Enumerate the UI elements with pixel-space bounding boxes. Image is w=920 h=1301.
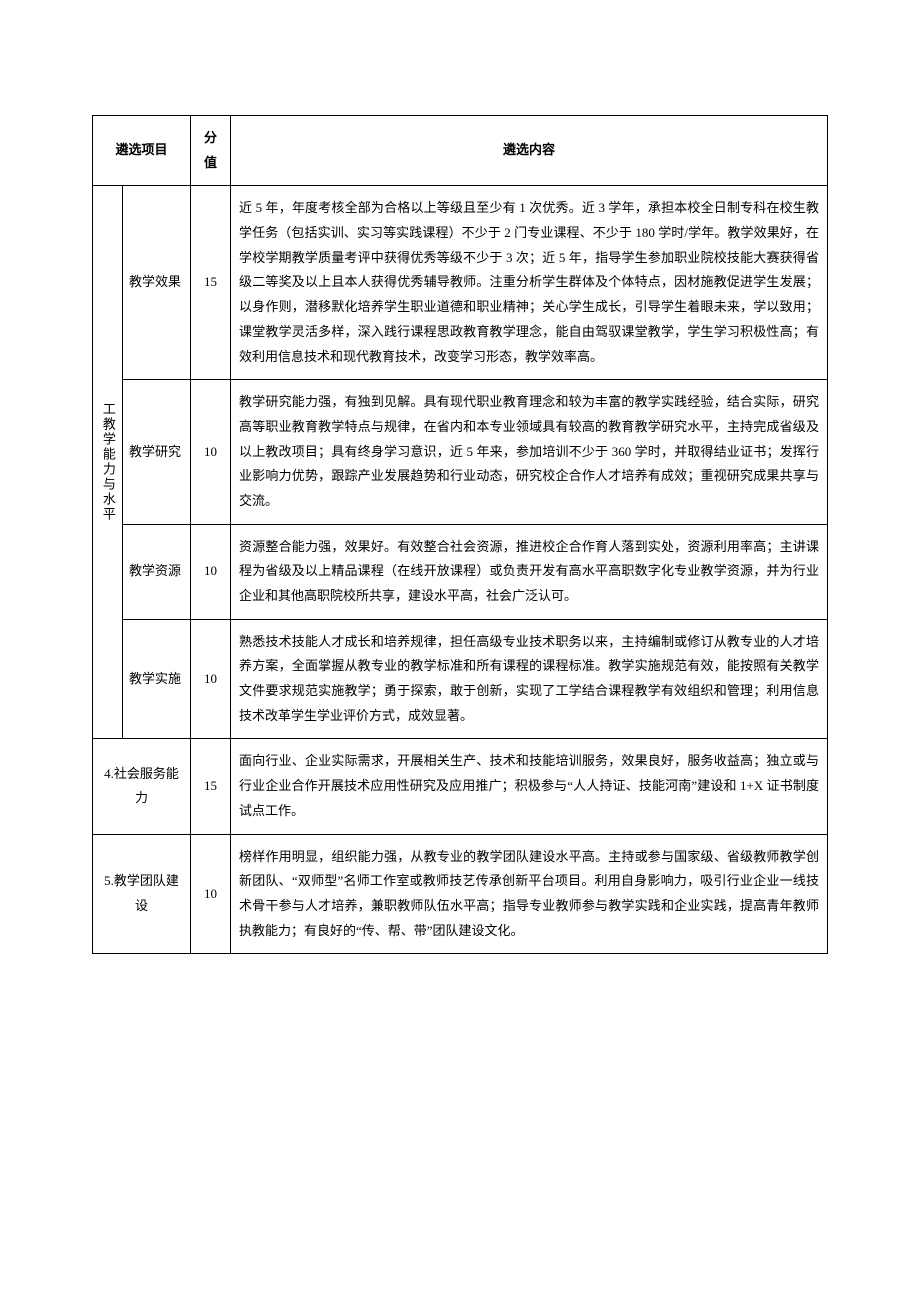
table-row: 工教学能力与水平 教学效果 15 近 5 年，年度考核全部为合格以上等级且至少有… — [93, 186, 828, 380]
subcategory-cell: 教学研究 — [123, 380, 191, 524]
subcategory-cell: 教学实施 — [123, 619, 191, 739]
subcategory-cell: 教学效果 — [123, 186, 191, 380]
score-cell: 10 — [191, 619, 231, 739]
table-row: 4.社会服务能力 15 面向行业、企业实际需求，开展相关生产、技术和技能培训服务… — [93, 739, 828, 834]
content-cell: 教学研究能力强，有独到见解。具有现代职业教育理念和较为丰富的教学实践经验，结合实… — [231, 380, 828, 524]
score-cell: 10 — [191, 834, 231, 954]
score-cell: 10 — [191, 380, 231, 524]
table-row: 教学研究 10 教学研究能力强，有独到见解。具有现代职业教育理念和较为丰富的教学… — [93, 380, 828, 524]
rubric-table: 遴选项目 分值 遴选内容 工教学能力与水平 教学效果 15 近 5 年，年度考核… — [92, 115, 828, 954]
group-title-cell: 工教学能力与水平 — [93, 186, 123, 739]
score-cell: 10 — [191, 524, 231, 619]
table-row: 5.教学团队建设 10 榜样作用明显，组织能力强，从教专业的教学团队建设水平高。… — [93, 834, 828, 954]
content-cell: 榜样作用明显，组织能力强，从教专业的教学团队建设水平高。主持或参与国家级、省级教… — [231, 834, 828, 954]
table-row: 教学实施 10 熟悉技术技能人才成长和培养规律，担任高级专业技术职务以来，主持编… — [93, 619, 828, 739]
header-item: 遴选项目 — [93, 116, 191, 186]
score-cell: 15 — [191, 739, 231, 834]
table-header-row: 遴选项目 分值 遴选内容 — [93, 116, 828, 186]
category-cell: 4.社会服务能力 — [93, 739, 191, 834]
content-cell: 近 5 年，年度考核全部为合格以上等级且至少有 1 次优秀。近 3 学年，承担本… — [231, 186, 828, 380]
table-row: 教学资源 10 资源整合能力强，效果好。有效整合社会资源，推进校企合作育人落到实… — [93, 524, 828, 619]
content-cell: 熟悉技术技能人才成长和培养规律，担任高级专业技术职务以来，主持编制或修订从教专业… — [231, 619, 828, 739]
content-cell: 面向行业、企业实际需求，开展相关生产、技术和技能培训服务，效果良好，服务收益高；… — [231, 739, 828, 834]
score-cell: 15 — [191, 186, 231, 380]
header-score: 分值 — [191, 116, 231, 186]
document-page: 遴选项目 分值 遴选内容 工教学能力与水平 教学效果 15 近 5 年，年度考核… — [0, 0, 920, 1104]
header-content: 遴选内容 — [231, 116, 828, 186]
subcategory-cell: 教学资源 — [123, 524, 191, 619]
content-cell: 资源整合能力强，效果好。有效整合社会资源，推进校企合作育人落到实处，资源利用率高… — [231, 524, 828, 619]
category-cell: 5.教学团队建设 — [93, 834, 191, 954]
